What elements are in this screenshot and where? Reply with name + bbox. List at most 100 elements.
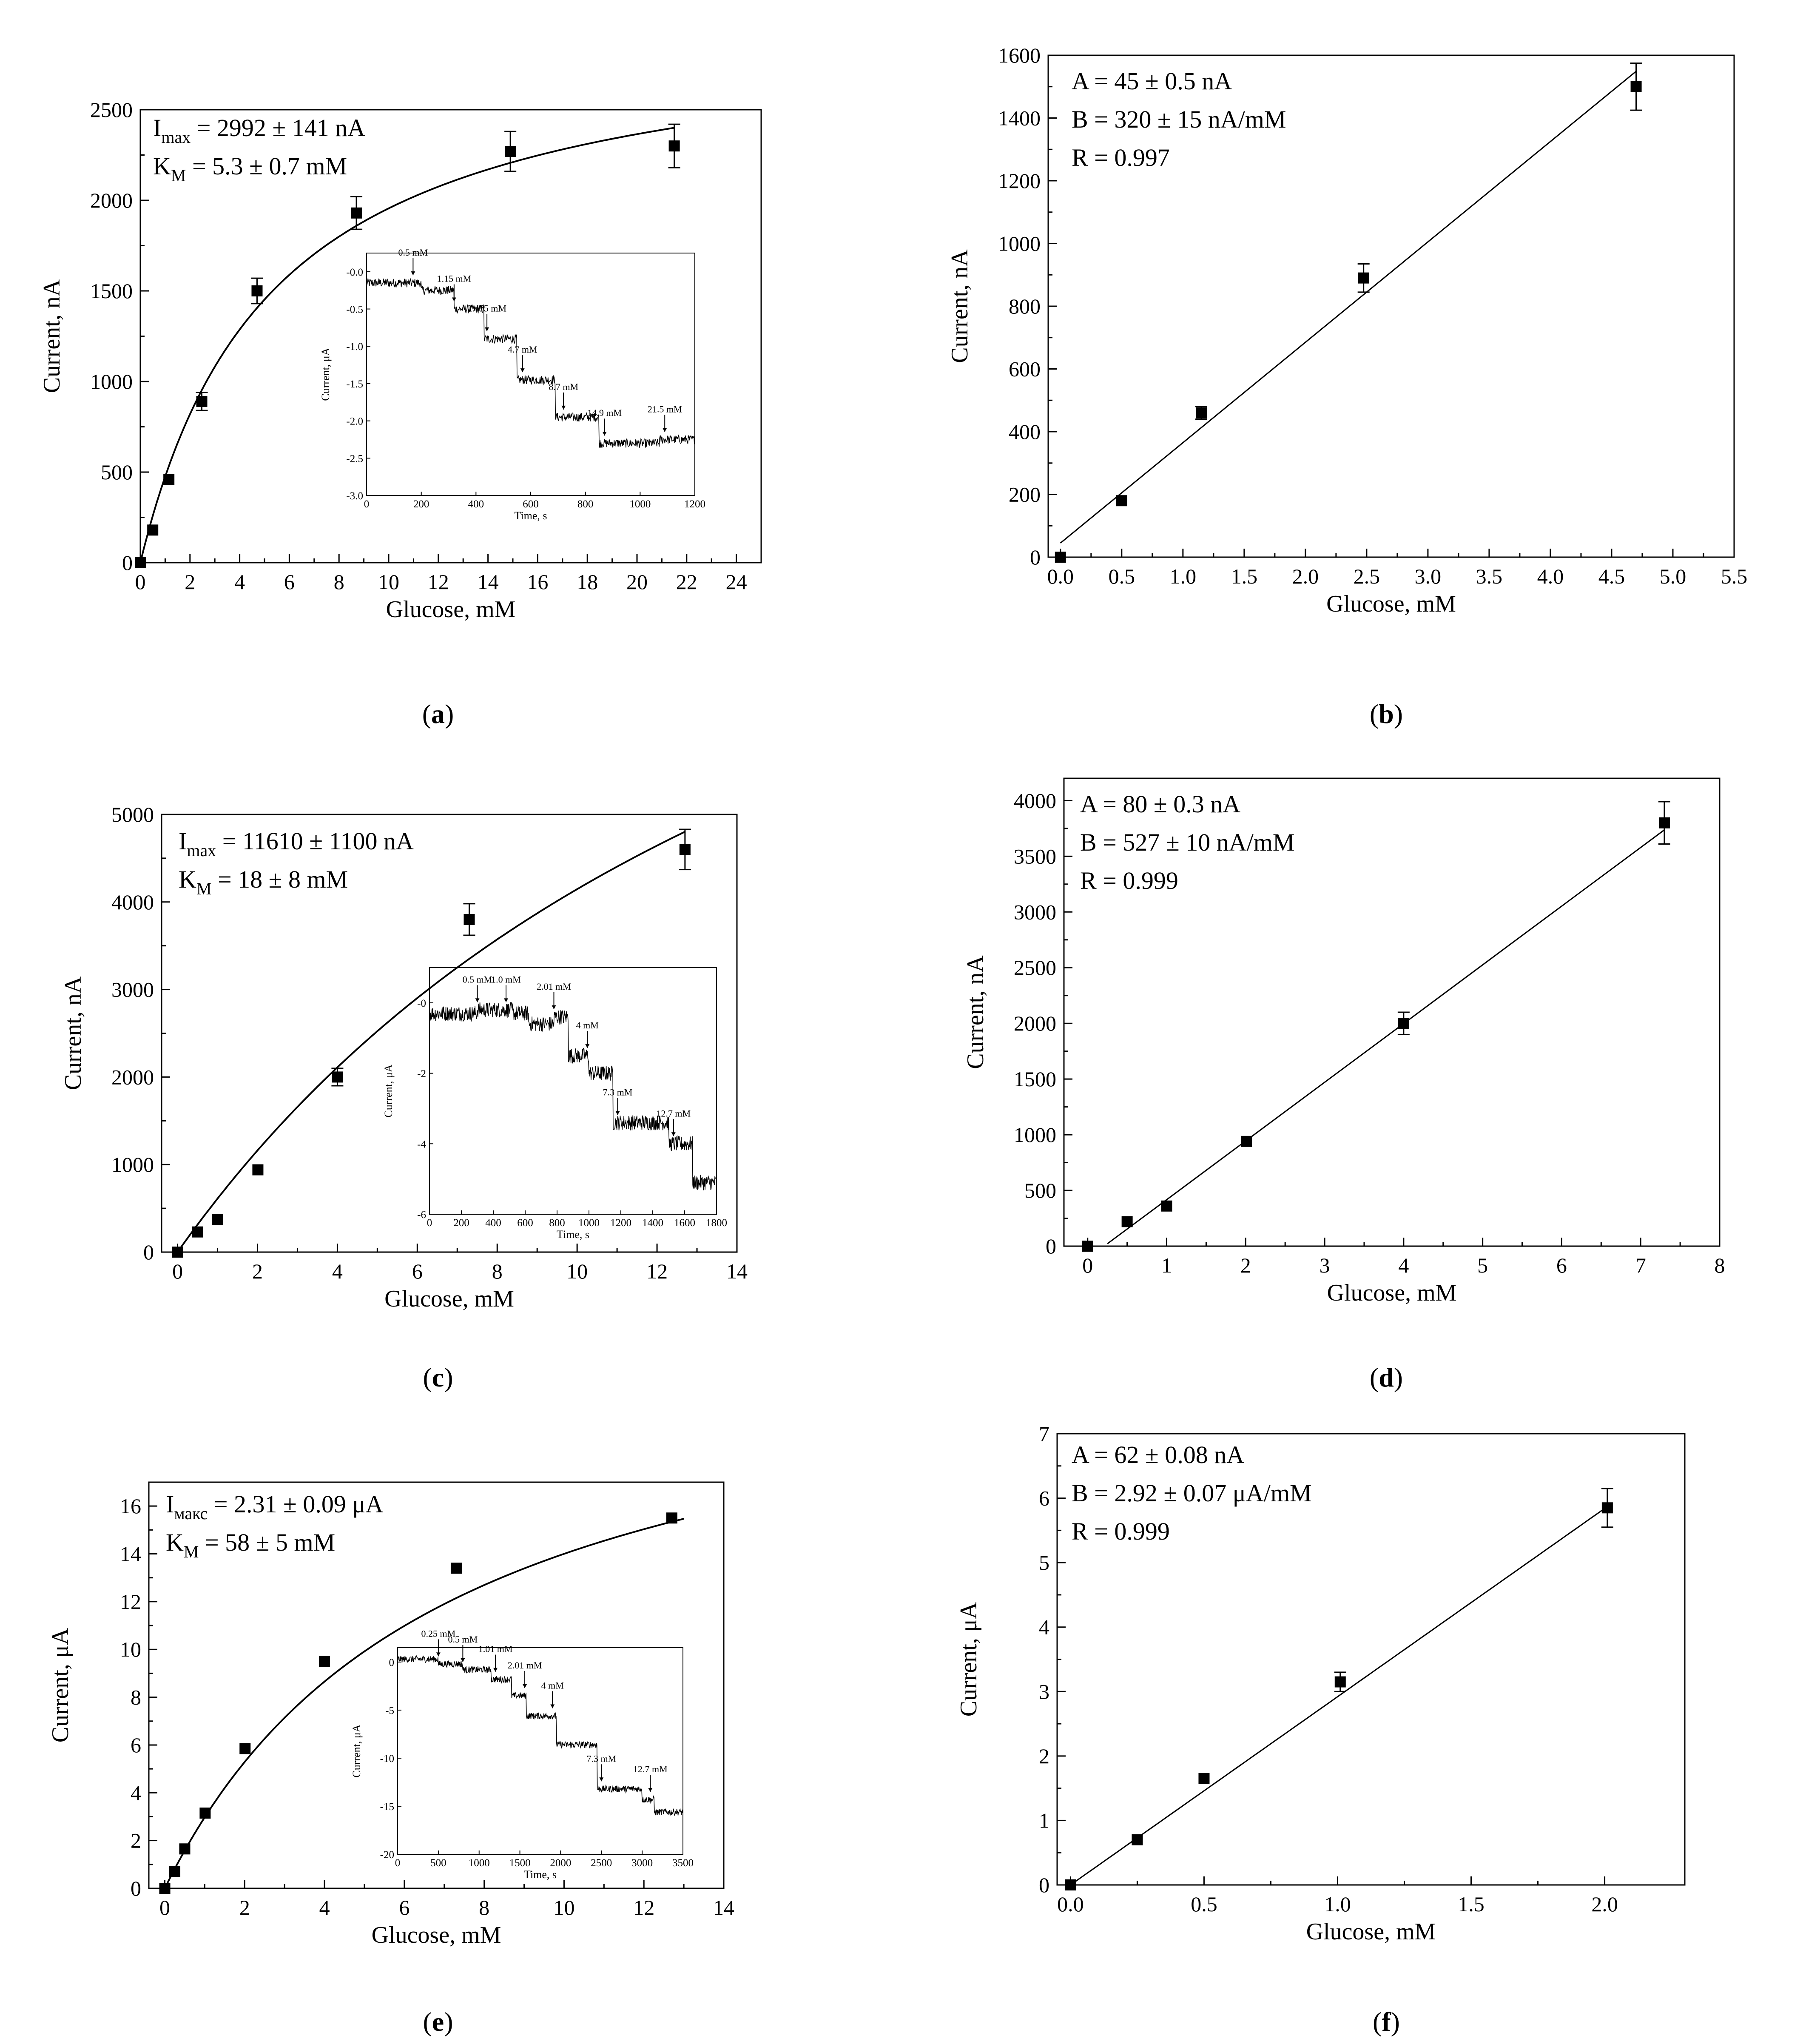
x-tick-label: 6 [399,1896,410,1919]
y-tick-label: 10 [120,1637,141,1661]
data-point [1601,1502,1613,1514]
y-tick-label: -3.0 [346,490,363,502]
data-point [1196,407,1207,418]
annotation-main: R = 0.997 [1072,144,1170,171]
current-trace [429,1002,717,1190]
x-tick-label: 2000 [550,1857,571,1869]
fit-annotation: Imax = 2992 ± 141 nA [153,114,365,147]
fit-annotation: A = 62 ± 0.08 nA [1072,1441,1244,1469]
x-tick-label: 1.5 [1458,1892,1484,1916]
x-tick-label: 6 [412,1259,423,1283]
x-tick-label: 1000 [629,498,651,510]
x-axis-label: Glucose, mM [372,1922,501,1948]
x-tick-label: 1 [1161,1253,1172,1277]
panel-a: 0 2 4 6 8 10 12 14 16 18 20 22 240500100015002000250… [39,98,762,729]
annotation-value: = 2.31 ± 0.09 μA [208,1490,383,1518]
x-tick-label: 1800 [706,1217,727,1229]
x-axis-label: Glucose, mM [1306,1919,1436,1945]
x-tick-label: 4 [332,1259,343,1283]
y-tick-label: 0 [1046,1234,1056,1258]
x-tick-label: 0.5 [1191,1892,1217,1916]
y-tick-label: -2 [417,1068,426,1080]
y-axis-label: Current, μA [319,347,332,401]
x-tick-label: 4 [234,570,245,594]
arrow-head [436,1652,441,1657]
arrow-head [671,1132,676,1136]
x-tick-label: 2 [185,570,195,594]
x-tick-label: 2 [252,1259,263,1283]
annotation-value: = 11610 ± 1100 nA [216,827,414,855]
injection-label: 1.15 mM [437,273,472,284]
y-tick-label: 2500 [90,98,133,122]
y-tick-label: 6 [131,1733,141,1757]
arrow-head [550,1704,555,1708]
fit-annotation: B = 527 ± 10 nA/mM [1080,828,1294,856]
y-tick-label: -5 [385,1705,394,1717]
y-tick-label: -20 [380,1849,394,1861]
y-tick-label: 4 [131,1781,141,1805]
arrow-head [599,1777,604,1782]
x-tick-label: 6 [1556,1253,1567,1277]
y-tick-label: -1.0 [346,341,363,353]
y-tick-label: 5 [1039,1551,1049,1574]
x-tick-label: 12 [646,1259,668,1283]
x-tick-label: 10 [553,1896,574,1919]
y-tick-label: 4000 [111,890,154,914]
y-tick-label: 0 [1039,1873,1049,1897]
fit-curve [139,127,674,563]
x-tick-label: 1200 [610,1217,631,1229]
data-point [450,1563,462,1574]
inset-frame [397,1647,683,1855]
panel-paren: ( [422,699,431,729]
arrow-head [461,1658,465,1662]
annotation-main: K [153,152,171,180]
x-tick-label: 0.0 [1057,1892,1084,1916]
y-tick-label: 800 [1009,294,1041,318]
x-tick-label: 800 [577,498,594,510]
y-axis-label: Current, nA [962,955,989,1069]
data-point [163,474,175,485]
x-axis-label: Glucose, mM [1326,591,1456,617]
x-axis-label: Glucose, mM [1327,1280,1457,1306]
injection-label: 12.7 mM [656,1108,691,1119]
data-point [679,844,691,855]
x-tick-label: 8 [1715,1253,1725,1277]
x-tick-label: 22 [676,570,697,594]
injection-label: 0.5 mM [463,974,492,985]
y-tick-label: 500 [101,460,133,484]
x-tick-label: 1500 [509,1857,531,1869]
data-point [666,1512,677,1524]
injection-label: 0.5 mM [398,247,428,258]
panel-paren: ) [444,2007,453,2037]
annotation-main: B = 527 ± 10 nA/mM [1080,828,1294,856]
y-tick-label: 1000 [111,1153,154,1176]
injection-label: 8.7 mM [549,381,578,392]
y-tick-label: -0.0 [346,267,363,278]
y-tick-label: 1000 [998,232,1041,256]
data-point [668,140,680,152]
y-tick-label: 3 [1039,1680,1049,1703]
y-tick-label: 12 [120,1590,141,1614]
y-tick-label: 3500 [1014,844,1056,868]
y-tick-label: -10 [380,1753,394,1765]
y-tick-label: 1500 [90,279,133,303]
panel-caption: (b) [1370,699,1403,729]
x-tick-label: 10 [566,1259,588,1283]
data-point [1198,1773,1210,1784]
data-point [1334,1676,1346,1688]
injection-label: 4 mM [576,1020,599,1031]
annotation-subscript: M [171,166,186,185]
panel-paren: ) [445,699,454,729]
x-axis-label: Time, s [557,1228,589,1241]
annotation-subscript: макс [174,1504,208,1523]
y-tick-label: 2000 [111,1065,154,1089]
inset-e: 0 500 1000 1500 2000 2500 3000 3500 -20 -15 -10 -5 0… [350,1628,694,1881]
arrow-head [493,1668,498,1672]
injection-label: 21.5 mM [648,404,682,414]
x-tick-label: 4 [1398,1253,1409,1277]
injection-label: 0.25 mM [421,1628,456,1639]
x-tick-label: 2.5 [1354,564,1380,588]
panel-paren: ) [444,1362,453,1392]
y-tick-label: 7 [1039,1422,1049,1446]
